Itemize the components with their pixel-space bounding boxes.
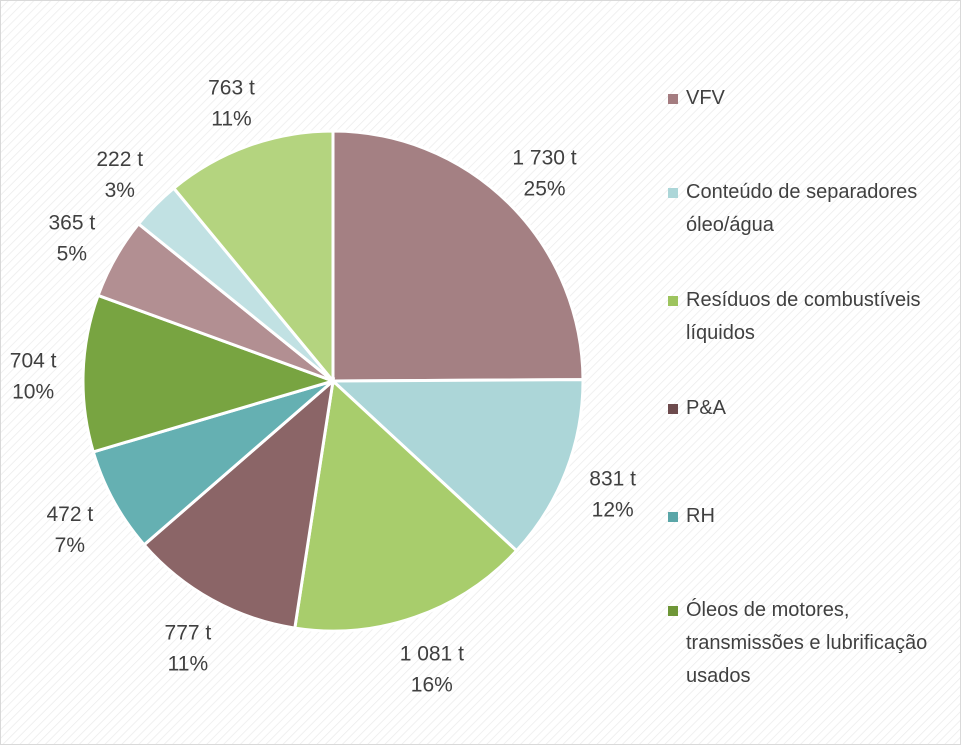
data-label: 777 t 11%	[165, 622, 212, 676]
pie-slice	[329, 378, 585, 553]
value-label: 704 t	[10, 350, 57, 373]
legend-label: Resíduos de combustíveis líquidos	[686, 289, 921, 344]
legend-swatch	[668, 296, 678, 306]
percent-label: 25%	[524, 177, 566, 200]
legend-label: Conteúdo de separadores óleo/água	[686, 181, 918, 236]
value-label: 222 t	[96, 148, 143, 171]
value-label: 763 t	[208, 77, 255, 100]
data-label: 222 t 3%	[96, 148, 143, 202]
data-label: 472 t 7%	[47, 503, 94, 557]
value-label: 1 730 t	[512, 146, 576, 169]
legend-label: VFV	[686, 87, 725, 109]
value-label: 831 t	[589, 468, 636, 491]
data-label: 1 081 t 16%	[400, 642, 464, 696]
percent-label: 7%	[55, 534, 85, 557]
percent-label: 5%	[57, 242, 87, 265]
pie-slice	[142, 377, 336, 630]
percent-label: 10%	[12, 381, 54, 404]
legend-item: RH	[668, 500, 953, 533]
legend-label: RH	[686, 505, 715, 527]
value-label: 365 t	[48, 211, 95, 234]
legend-item: Resíduos de combustíveis líquidos	[668, 284, 953, 350]
value-label: 472 t	[47, 503, 94, 526]
percent-label: 16%	[411, 673, 453, 696]
legend-swatch	[668, 606, 678, 616]
legend-item: Conteúdo de separadores óleo/água	[668, 176, 953, 242]
data-label: 831 t 12%	[589, 468, 636, 522]
legend-label: Óleos de motores, transmissões e lubrifi…	[686, 599, 928, 687]
legend-item: VFV	[668, 82, 953, 115]
percent-label: 11%	[168, 653, 208, 676]
legend-swatch	[668, 404, 678, 414]
legend-item: P&A	[668, 392, 953, 425]
value-label: 777 t	[165, 622, 212, 645]
legend-item: Óleos de motores, transmissões e lubrifi…	[668, 594, 953, 693]
legend-label: P&A	[686, 397, 727, 419]
percent-label: 3%	[105, 179, 135, 202]
pie-slice	[91, 379, 334, 547]
data-label: 1 730 t 25%	[512, 146, 576, 200]
percent-label: 11%	[211, 108, 251, 131]
data-label: 763 t 11%	[208, 77, 255, 131]
legend-swatch	[668, 94, 678, 104]
data-label: 704 t 10%	[10, 350, 57, 404]
percent-label: 12%	[592, 499, 634, 522]
value-label: 1 081 t	[400, 642, 464, 665]
pie-slice	[171, 129, 335, 386]
pie-slice	[293, 377, 519, 633]
data-label: 365 t 5%	[48, 211, 95, 265]
legend-swatch	[668, 512, 678, 522]
pie-slice	[81, 293, 338, 454]
legend-swatch	[668, 188, 678, 198]
pie-slice	[331, 129, 585, 383]
